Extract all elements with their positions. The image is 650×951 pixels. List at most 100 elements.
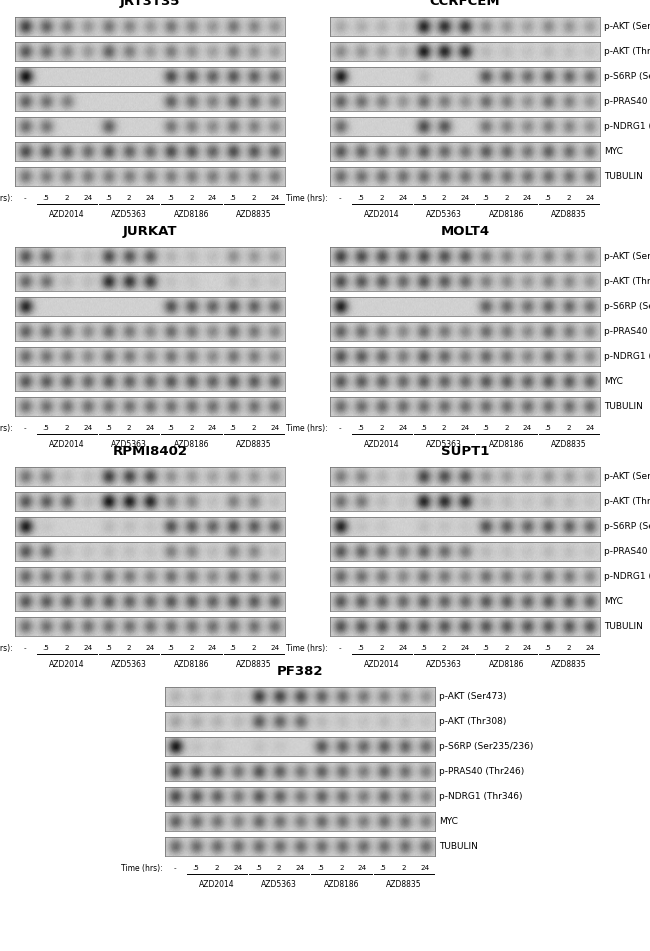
Text: -: - [24, 195, 27, 201]
Text: p-AKT (Ser473): p-AKT (Ser473) [604, 252, 650, 261]
Text: 2: 2 [189, 195, 194, 201]
Text: CCRFCEM: CCRFCEM [430, 0, 500, 8]
Text: 24: 24 [398, 425, 408, 431]
Text: p-AKT (Ser473): p-AKT (Ser473) [604, 22, 650, 30]
Text: AZD2014: AZD2014 [49, 440, 84, 449]
Text: p-AKT (Thr308): p-AKT (Thr308) [604, 497, 650, 506]
Text: Time (hrs):: Time (hrs): [0, 644, 13, 652]
Text: .5: .5 [255, 865, 262, 871]
Text: -: - [174, 865, 177, 871]
Text: AZD5363: AZD5363 [111, 440, 147, 449]
Text: TUBULIN: TUBULIN [604, 172, 643, 181]
Text: 2: 2 [380, 195, 384, 201]
Text: AZD8186: AZD8186 [174, 210, 209, 219]
Text: p-AKT (Ser473): p-AKT (Ser473) [604, 472, 650, 481]
Text: TUBULIN: TUBULIN [604, 622, 643, 631]
Text: .5: .5 [105, 645, 112, 651]
Text: AZD8835: AZD8835 [551, 210, 587, 219]
Text: 2: 2 [339, 865, 344, 871]
Text: 24: 24 [460, 425, 469, 431]
Text: 2: 2 [442, 425, 447, 431]
Text: AZD8186: AZD8186 [489, 210, 525, 219]
Text: 2: 2 [567, 195, 571, 201]
Text: Time (hrs):: Time (hrs): [122, 864, 163, 872]
Text: .5: .5 [358, 425, 365, 431]
Text: AZD2014: AZD2014 [49, 660, 84, 669]
Text: 2: 2 [127, 645, 131, 651]
Text: .5: .5 [229, 645, 237, 651]
Text: AZD8835: AZD8835 [236, 660, 272, 669]
Text: .5: .5 [167, 425, 174, 431]
Text: TUBULIN: TUBULIN [439, 842, 478, 851]
Text: .5: .5 [482, 425, 489, 431]
Text: TUBULIN: TUBULIN [604, 402, 643, 411]
Text: JRT3T35: JRT3T35 [120, 0, 180, 8]
Text: .5: .5 [192, 865, 200, 871]
Text: .5: .5 [229, 195, 237, 201]
Text: 24: 24 [295, 865, 305, 871]
Text: p-S6RP (Ser235/236): p-S6RP (Ser235/236) [604, 522, 650, 531]
Text: -: - [24, 425, 27, 431]
Text: 2: 2 [64, 425, 70, 431]
Text: 2: 2 [380, 645, 384, 651]
Text: p-NDRG1 (Thr346): p-NDRG1 (Thr346) [604, 352, 650, 360]
Text: 24: 24 [83, 195, 92, 201]
Text: Time (hrs):: Time (hrs): [287, 423, 328, 433]
Text: AZD5363: AZD5363 [426, 660, 462, 669]
Text: 2: 2 [567, 425, 571, 431]
Text: AZD5363: AZD5363 [426, 210, 462, 219]
Text: SUPT1: SUPT1 [441, 445, 489, 458]
Text: 2: 2 [189, 645, 194, 651]
Text: .5: .5 [545, 645, 551, 651]
Text: 24: 24 [146, 645, 155, 651]
Text: MYC: MYC [604, 597, 623, 606]
Text: 2: 2 [504, 195, 509, 201]
Text: 24: 24 [523, 645, 532, 651]
Text: AZD2014: AZD2014 [49, 210, 84, 219]
Text: AZD8835: AZD8835 [551, 660, 587, 669]
Text: AZD8186: AZD8186 [174, 440, 209, 449]
Text: 2: 2 [277, 865, 281, 871]
Text: AZD2014: AZD2014 [364, 210, 400, 219]
Text: Time (hrs):: Time (hrs): [0, 193, 13, 203]
Text: 24: 24 [146, 195, 155, 201]
Text: p-AKT (Thr308): p-AKT (Thr308) [604, 277, 650, 286]
Text: 2: 2 [402, 865, 406, 871]
Text: p-S6RP (Ser235/236): p-S6RP (Ser235/236) [604, 72, 650, 81]
Text: 24: 24 [270, 425, 280, 431]
Text: AZD8186: AZD8186 [489, 440, 525, 449]
Text: 24: 24 [270, 195, 280, 201]
Text: 24: 24 [398, 645, 408, 651]
Text: AZD2014: AZD2014 [199, 880, 235, 889]
Text: .5: .5 [420, 195, 427, 201]
Text: .5: .5 [482, 195, 489, 201]
Text: MYC: MYC [439, 817, 458, 825]
Text: p-PRAS40 (Thr246): p-PRAS40 (Thr246) [604, 97, 650, 106]
Text: 24: 24 [208, 195, 217, 201]
Text: p-AKT (Thr308): p-AKT (Thr308) [439, 717, 506, 726]
Text: 2: 2 [442, 195, 447, 201]
Text: p-S6RP (Ser235/236): p-S6RP (Ser235/236) [439, 742, 534, 751]
Text: AZD5363: AZD5363 [111, 210, 147, 219]
Text: .5: .5 [358, 195, 365, 201]
Text: p-PRAS40 (Thr246): p-PRAS40 (Thr246) [604, 547, 650, 556]
Text: Time (hrs):: Time (hrs): [0, 423, 13, 433]
Text: 24: 24 [585, 425, 594, 431]
Text: AZD2014: AZD2014 [364, 660, 400, 669]
Text: p-PRAS40 (Thr246): p-PRAS40 (Thr246) [439, 767, 525, 776]
Text: AZD8835: AZD8835 [236, 210, 272, 219]
Text: AZD8835: AZD8835 [386, 880, 422, 889]
Text: .5: .5 [229, 425, 237, 431]
Text: AZD8835: AZD8835 [551, 440, 587, 449]
Text: .5: .5 [420, 425, 427, 431]
Text: 24: 24 [585, 195, 594, 201]
Text: JURKAT: JURKAT [123, 225, 177, 238]
Text: AZD8835: AZD8835 [236, 440, 272, 449]
Text: 24: 24 [83, 425, 92, 431]
Text: 24: 24 [398, 195, 408, 201]
Text: AZD5363: AZD5363 [261, 880, 297, 889]
Text: 2: 2 [189, 425, 194, 431]
Text: .5: .5 [167, 645, 174, 651]
Text: 2: 2 [127, 425, 131, 431]
Text: 24: 24 [358, 865, 367, 871]
